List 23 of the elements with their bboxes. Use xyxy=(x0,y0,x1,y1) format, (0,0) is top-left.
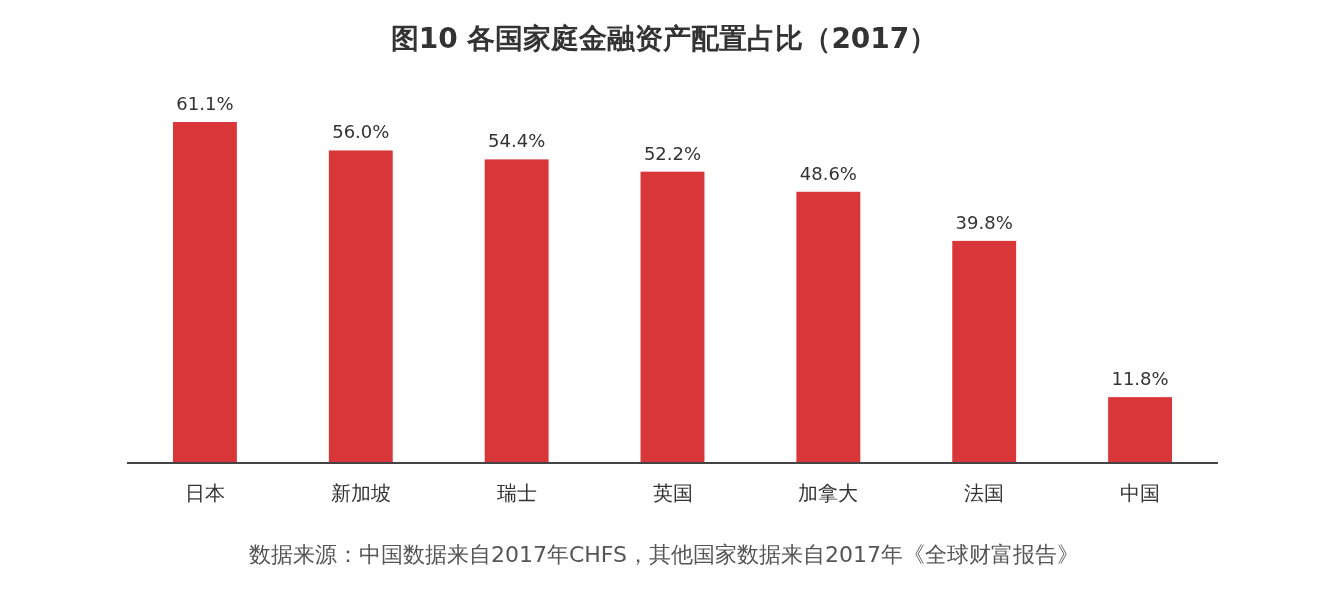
bar xyxy=(640,171,705,463)
data-label: 54.4% xyxy=(488,130,546,152)
x-tick-label: 加拿大 xyxy=(798,481,859,505)
data-label: 52.2% xyxy=(643,142,702,164)
x-tick-label: 日本 xyxy=(184,481,225,505)
data-label: 39.8% xyxy=(955,211,1013,233)
bar xyxy=(1108,397,1173,463)
bar xyxy=(484,159,549,463)
data-label: 56.0% xyxy=(332,121,390,143)
bar xyxy=(328,150,393,463)
x-tick-label: 中国 xyxy=(1120,481,1161,505)
bar xyxy=(172,122,237,463)
bar xyxy=(796,191,861,463)
x-tick-label: 英国 xyxy=(652,481,693,505)
source-note: 数据来源：中国数据来自2017年CHFS，其他国家数据来自2017年《全球财富报告》 xyxy=(248,542,1080,567)
data-label: 48.6% xyxy=(799,162,857,184)
x-tick-label: 瑞士 xyxy=(496,481,537,505)
data-label: 11.8% xyxy=(1111,368,1169,390)
chart-title: 图10 各国家庭金融资产配置占比（2017） xyxy=(390,22,938,55)
x-tick-label: 法国 xyxy=(964,481,1005,505)
bar xyxy=(952,240,1017,463)
x-tick-label: 新加坡 xyxy=(330,481,391,505)
data-label: 61.1% xyxy=(176,93,234,114)
